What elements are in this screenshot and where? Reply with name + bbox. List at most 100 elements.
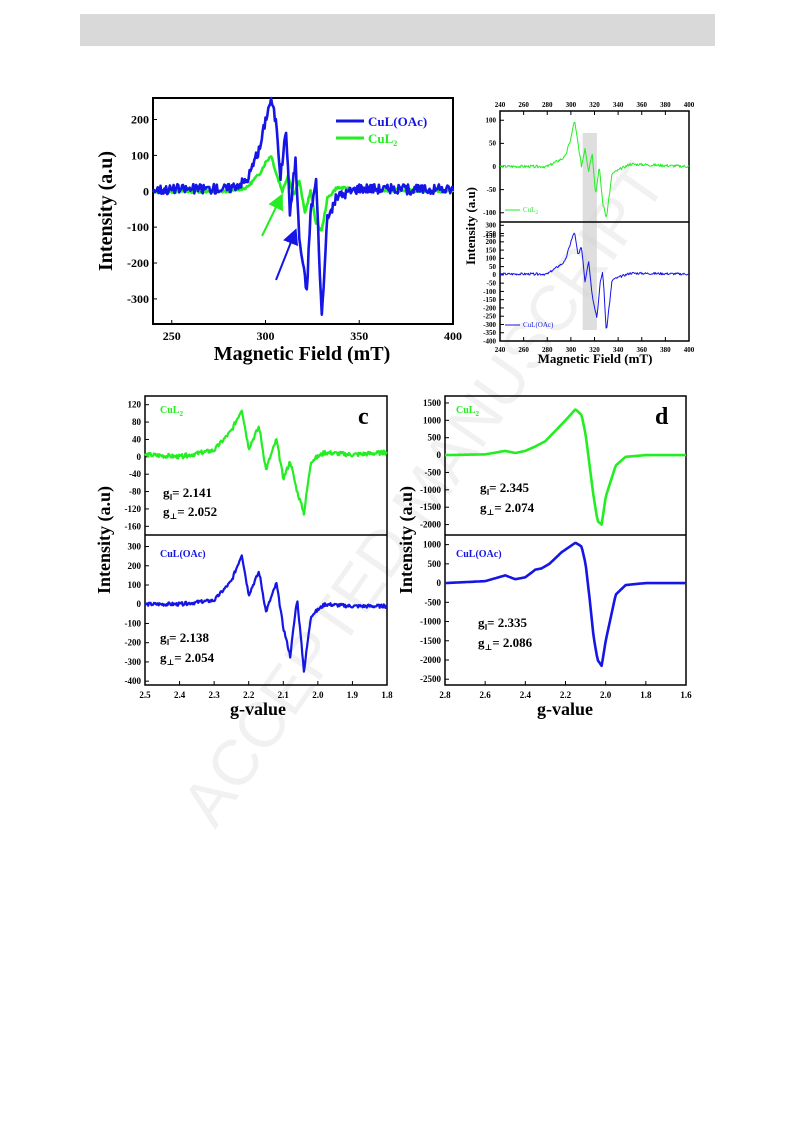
series-line — [499, 121, 690, 218]
y-tick-label: -500 — [425, 467, 442, 477]
y-tick-label: -300 — [483, 321, 496, 329]
x-top-tick-label: 240 — [495, 101, 506, 109]
panel-c-ylabel: Intensity (a.u) — [94, 486, 115, 594]
y-tick-label: 0 — [493, 271, 497, 279]
x-tick-label: 2.6 — [480, 690, 492, 700]
y-tick-label: -200 — [127, 256, 149, 270]
y-tick-label: 120 — [128, 400, 142, 410]
x-top-tick-label: 320 — [589, 101, 600, 109]
x-top-tick-label: 260 — [518, 101, 529, 109]
x-tick-label: 1.8 — [640, 690, 652, 700]
x-tick-label: 250 — [163, 329, 181, 343]
y-tick-label: -2000 — [420, 520, 441, 530]
y-tick-label: 40 — [132, 434, 142, 444]
x-tick-label: 360 — [637, 346, 648, 354]
x-tick-label: 2.4 — [174, 690, 186, 700]
panel-d-bottom-series-label: CuL(OAc) — [456, 549, 502, 560]
x-tick-label: 400 — [444, 329, 462, 343]
panel-d-bottom-plot: 1000 500 0 -500 -1000 -1500 -2000 -2500 2.8 2.6 2.… — [420, 540, 692, 700]
x-tick-label: 2.2 — [560, 690, 572, 700]
y-tick-label: -160 — [125, 521, 142, 531]
x-tick-label: 320 — [589, 346, 600, 354]
y-tick-label: -100 — [483, 209, 496, 217]
y-tick-label: 50 — [489, 140, 497, 148]
panel-d-top-gperp: g⊥= 2.074 — [480, 500, 535, 517]
series-line — [499, 232, 690, 329]
x-tick-label: 1.8 — [381, 690, 393, 700]
y-tick-label: -50 — [487, 186, 497, 194]
series-line — [144, 554, 388, 673]
x-tick-label: 340 — [613, 346, 624, 354]
panel-d-top-series-label: CuL2 — [456, 405, 479, 418]
y-tick-label: 0 — [437, 450, 442, 460]
legend-label-b-bottom: CuL(OAc) — [523, 321, 554, 329]
panel-c-bottom-series-label: CuL(OAc) — [160, 549, 206, 560]
panel-d: 1500 1000 500 0 -500 -1000 -1500 -2000 1000 500 0… — [396, 395, 692, 719]
y-tick-label: 1000 — [423, 415, 442, 425]
y-tick-label: 500 — [428, 433, 442, 443]
panel-a-legend: CuL(OAc) CuL2 — [336, 114, 427, 148]
x-tick-label: 240 — [495, 346, 506, 354]
x-tick-label: 2.8 — [439, 690, 451, 700]
y-tick-label: -1000 — [420, 485, 441, 495]
y-tick-label: -40 — [129, 469, 141, 479]
x-tick-label: 1.6 — [680, 690, 692, 700]
panel-a-xlabel: Magnetic Field (mT) — [214, 343, 391, 365]
y-tick-label: -1000 — [420, 617, 441, 627]
panel-d-bottom-gperp: g⊥= 2.086 — [478, 635, 533, 652]
y-tick-label: 1500 — [423, 398, 442, 408]
panel-c-top-plot: 120 80 40 0 -40 -80 -120 -160 — [125, 400, 388, 531]
y-tick-label: 100 — [128, 580, 142, 590]
y-tick-label: -200 — [483, 304, 496, 312]
y-tick-label: 150 — [486, 246, 497, 254]
legend-sub: 2 — [393, 139, 397, 148]
panel-a: 200 100 0 -100 -200 -300 250 300 350 400 Magnetic… — [95, 96, 462, 365]
x-tick-label: 2.0 — [312, 690, 324, 700]
panel-b-highlight — [582, 133, 597, 330]
panel-d-ylabel: Intensity (a.u) — [396, 486, 417, 594]
y-tick-label: 100 — [486, 255, 497, 263]
panel-c-xlabel: g-value — [230, 699, 286, 719]
panel-c-bottom-gpar: g‖= 2.138 — [160, 630, 210, 647]
panel-c-bottom-plot: 300 200 100 0 -100 -200 -300 -400 2.5 2.4 2.3 2.2 2.… — [125, 542, 394, 700]
panel-b-ylabel: Intensity (a.u) — [463, 187, 478, 265]
y-tick-label: -1500 — [420, 636, 441, 646]
y-tick-label: 80 — [132, 417, 142, 427]
y-tick-label: 0 — [437, 578, 442, 588]
legend-label-cul2: CuL2 — [368, 131, 397, 148]
x-tick-label: 300 — [566, 346, 577, 354]
y-tick-label: -500 — [425, 597, 442, 607]
y-tick-label: -300 — [127, 292, 149, 306]
y-tick-label: -200 — [125, 638, 142, 648]
y-tick-label: -2500 — [420, 674, 441, 684]
panel-c-letter: c — [358, 404, 369, 430]
x-tick-label: 400 — [684, 346, 695, 354]
y-tick-label: 0 — [137, 452, 142, 462]
x-tick-label: 1.9 — [347, 690, 359, 700]
panel-d-top-plot: 1500 1000 500 0 -500 -1000 -1500 -2000 — [420, 398, 687, 530]
legend-label-cul-oac: CuL(OAc) — [368, 114, 427, 129]
panel-c: 120 80 40 0 -40 -80 -120 -160 300 200 100 0 -100 -20… — [94, 395, 394, 719]
x-top-tick-label: 340 — [613, 101, 624, 109]
panel-b-xlabel: Magnetic Field (mT) — [538, 351, 653, 366]
y-tick-label: 0 — [143, 184, 149, 198]
y-tick-label: 300 — [486, 222, 497, 230]
x-tick-label: 380 — [660, 346, 671, 354]
panel-c-bottom-gperp: g⊥= 2.054 — [160, 650, 215, 667]
panel-a-ylabel: Intensity (a.u) — [95, 151, 117, 271]
y-tick-label: -100 — [483, 288, 496, 296]
y-tick-label: -50 — [487, 279, 497, 287]
x-tick-label: 260 — [518, 346, 529, 354]
arrow-green — [261, 193, 283, 237]
y-tick-label: 200 — [128, 561, 142, 571]
series-line — [444, 408, 687, 526]
x-tick-label: 300 — [257, 329, 275, 343]
x-tick-label: 2.3 — [209, 690, 221, 700]
y-tick-label: -80 — [129, 487, 141, 497]
y-tick-label: -150 — [483, 296, 496, 304]
y-tick-label: -100 — [125, 618, 142, 628]
arrow-blue — [275, 228, 299, 281]
y-tick-label: 100 — [486, 117, 497, 125]
